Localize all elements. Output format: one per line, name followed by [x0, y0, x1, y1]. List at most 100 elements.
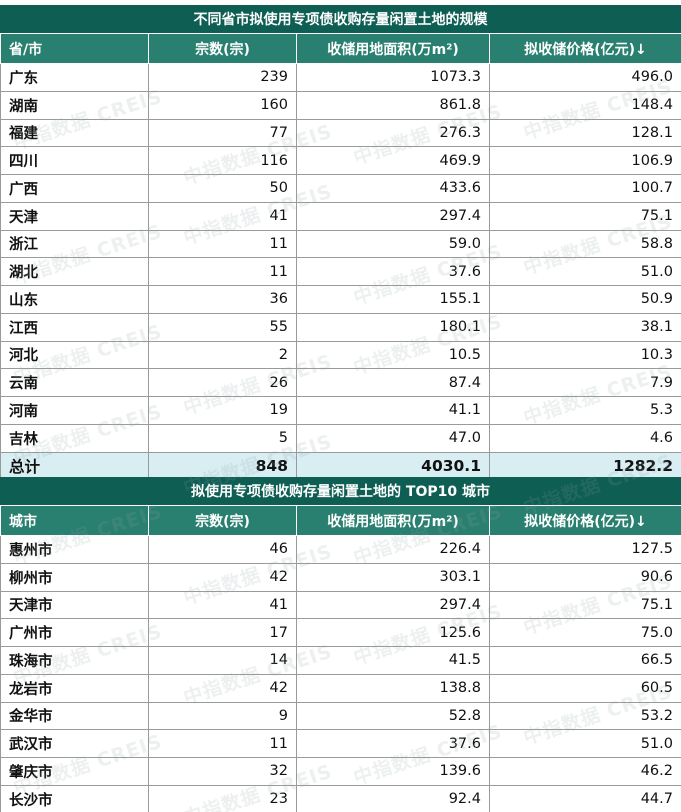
row-price: 5.3 — [489, 396, 681, 425]
row-area: 180.1 — [296, 312, 490, 342]
row-name: 湖南 — [0, 90, 149, 120]
row-name: 天津 — [0, 201, 149, 231]
row-area: 861.8 — [296, 90, 490, 120]
table-row: 吉林 5 47.0 4.6 — [0, 423, 681, 453]
table-row: 武汉市 11 37.6 51.0 — [0, 729, 681, 758]
row-price: 127.5 — [489, 535, 681, 564]
row-area: 303.1 — [296, 562, 490, 592]
row-price: 90.6 — [489, 562, 681, 592]
row-name: 福建 — [0, 118, 149, 148]
row-name: 湖北 — [0, 257, 149, 286]
row-count: 17 — [148, 618, 297, 647]
row-count: 77 — [148, 118, 297, 148]
row-price: 51.0 — [489, 729, 681, 758]
row-area: 155.1 — [296, 285, 490, 314]
table-row: 云南 26 87.4 7.9 — [0, 368, 681, 397]
table-row: 广州市 17 125.6 75.0 — [0, 618, 681, 647]
row-price: 51.0 — [489, 257, 681, 286]
table-row: 福建 77 276.3 128.1 — [0, 118, 681, 148]
row-price: 50.9 — [489, 285, 681, 314]
table-row: 山东 36 155.1 50.9 — [0, 285, 681, 314]
row-area: 226.4 — [296, 535, 490, 564]
header-area: 收储用地面积(万m²) — [296, 33, 490, 64]
row-name: 武汉市 — [0, 729, 149, 758]
table-row: 天津 41 297.4 75.1 — [0, 201, 681, 231]
row-count: 50 — [148, 174, 297, 203]
total-area: 4030.1 — [296, 451, 490, 481]
row-price: 10.3 — [489, 340, 681, 370]
row-price: 496.0 — [489, 63, 681, 92]
row-price: 46.2 — [489, 757, 681, 786]
header-row: 城市 宗数(宗) 收储用地面积(万m²) 拟收储价格(亿元)↓ — [0, 505, 681, 536]
header-province: 省/市 — [0, 33, 149, 64]
row-count: 14 — [148, 646, 297, 675]
row-area: 92.4 — [296, 784, 490, 812]
row-area: 297.4 — [296, 590, 490, 620]
row-count: 42 — [148, 562, 297, 592]
header-count: 宗数(宗) — [148, 505, 297, 536]
row-count: 2 — [148, 340, 297, 370]
table-row: 惠州市 46 226.4 127.5 — [0, 535, 681, 564]
row-name: 广州市 — [0, 618, 149, 647]
table-row: 柳州市 42 303.1 90.6 — [0, 562, 681, 592]
row-count: 32 — [148, 757, 297, 786]
total-count: 848 — [148, 451, 297, 481]
row-area: 138.8 — [296, 673, 490, 703]
table1-title: 不同省市拟使用专项债收购存量闲置土地的规模 — [0, 5, 681, 33]
row-count: 9 — [148, 701, 297, 731]
row-area: 1073.3 — [296, 63, 490, 92]
row-area: 276.3 — [296, 118, 490, 148]
row-count: 41 — [148, 590, 297, 620]
row-price: 66.5 — [489, 646, 681, 675]
header-area: 收储用地面积(万m²) — [296, 505, 490, 536]
row-name: 吉林 — [0, 423, 149, 453]
table-row: 湖北 11 37.6 51.0 — [0, 257, 681, 286]
table-row: 河南 19 41.1 5.3 — [0, 396, 681, 425]
row-area: 52.8 — [296, 701, 490, 731]
row-area: 47.0 — [296, 423, 490, 453]
row-area: 297.4 — [296, 201, 490, 231]
row-count: 46 — [148, 535, 297, 564]
row-name: 浙江 — [0, 229, 149, 259]
row-count: 239 — [148, 63, 297, 92]
header-count: 宗数(宗) — [148, 33, 297, 64]
header-row: 省/市 宗数(宗) 收储用地面积(万m²) 拟收储价格(亿元)↓ — [0, 33, 681, 64]
row-count: 11 — [148, 257, 297, 286]
row-count: 42 — [148, 673, 297, 703]
row-area: 41.1 — [296, 396, 490, 425]
table2-title: 拟使用专项债收购存量闲置土地的 TOP10 城市 — [0, 477, 681, 505]
row-count: 55 — [148, 312, 297, 342]
row-price: 75.1 — [489, 201, 681, 231]
province-table: 省/市 宗数(宗) 收储用地面积(万m²) 拟收储价格(亿元)↓ 广东 239 10… — [0, 33, 681, 481]
row-count: 116 — [148, 146, 297, 175]
row-name: 江西 — [0, 312, 149, 342]
total-label: 总计 — [0, 451, 149, 481]
table-row: 河北 2 10.5 10.3 — [0, 340, 681, 370]
row-price: 100.7 — [489, 174, 681, 203]
row-price: 106.9 — [489, 146, 681, 175]
row-area: 433.6 — [296, 174, 490, 203]
table-row: 湖南 160 861.8 148.4 — [0, 90, 681, 120]
row-price: 128.1 — [489, 118, 681, 148]
city-table: 城市 宗数(宗) 收储用地面积(万m²) 拟收储价格(亿元)↓ 惠州市 46 226… — [0, 505, 681, 812]
row-price: 60.5 — [489, 673, 681, 703]
row-count: 19 — [148, 396, 297, 425]
row-count: 41 — [148, 201, 297, 231]
row-name: 四川 — [0, 146, 149, 175]
row-count: 160 — [148, 90, 297, 120]
row-area: 41.5 — [296, 646, 490, 675]
row-price: 7.9 — [489, 368, 681, 397]
table-row: 四川 116 469.9 106.9 — [0, 146, 681, 175]
table-row: 广东 239 1073.3 496.0 — [0, 63, 681, 92]
table-row: 龙岩市 42 138.8 60.5 — [0, 673, 681, 703]
row-area: 37.6 — [296, 729, 490, 758]
row-area: 139.6 — [296, 757, 490, 786]
total-row: 总计 848 4030.1 1282.2 — [0, 451, 681, 481]
row-name: 金华市 — [0, 701, 149, 731]
table-row: 珠海市 14 41.5 66.5 — [0, 646, 681, 675]
row-count: 36 — [148, 285, 297, 314]
row-price: 53.2 — [489, 701, 681, 731]
row-count: 5 — [148, 423, 297, 453]
table-row: 天津市 41 297.4 75.1 — [0, 590, 681, 620]
